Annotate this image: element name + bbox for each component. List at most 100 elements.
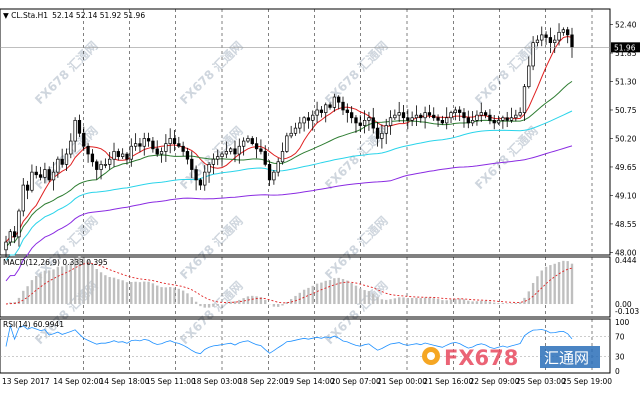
candle-body [276, 161, 280, 173]
candle-body [285, 135, 289, 152]
candle [103, 158, 108, 169]
candlestick-series[interactable] [4, 23, 574, 257]
candle [155, 140, 159, 157]
candle [371, 107, 375, 134]
candle [220, 151, 224, 166]
candle-body [216, 156, 220, 160]
candle-body [254, 143, 259, 150]
candle [397, 101, 401, 122]
candle [324, 102, 328, 123]
candle [25, 180, 30, 200]
candle [419, 113, 423, 123]
candle [544, 31, 548, 45]
candle [60, 148, 64, 168]
watermark-text: FX678 汇通网 [177, 38, 246, 107]
candle-body [194, 169, 198, 181]
price-tick-label: 51.30 [615, 78, 637, 87]
candle [414, 105, 419, 127]
candle-body [514, 114, 518, 119]
watermark-text: FX678 汇通网 [32, 38, 101, 107]
candle-body [246, 138, 250, 142]
candle-body [540, 34, 544, 41]
candle [8, 229, 12, 246]
candle [99, 160, 103, 180]
candle-body [445, 117, 449, 124]
candle [367, 111, 371, 131]
macd-signal-line [5, 262, 573, 305]
watermark-text: FX678 汇通网 [472, 123, 541, 192]
candle [527, 56, 531, 89]
price-panel[interactable]: ▼ CL.Sta.H1 52.14 52.14 51.92 51.96 [0, 8, 611, 282]
candle-body [414, 114, 419, 119]
candle [224, 141, 228, 159]
candle [453, 106, 457, 121]
candle-body [544, 34, 548, 38]
candle [319, 105, 324, 118]
candle-body [64, 153, 69, 165]
candle-body [298, 122, 302, 129]
candle [142, 132, 146, 156]
candle-body [280, 151, 285, 163]
candle-body [553, 39, 557, 44]
macd-panel[interactable]: MACD(12,26,9) 0.333 0.395 [0, 256, 611, 318]
candle [548, 27, 553, 54]
candle [423, 106, 427, 129]
candle [522, 83, 527, 121]
time-axis-label: 21 Sep 16:00 [423, 377, 473, 386]
candle [388, 110, 393, 135]
candle [505, 111, 509, 128]
candle-body [25, 184, 30, 191]
candle [427, 104, 432, 119]
candle [384, 118, 388, 145]
candle [466, 110, 470, 129]
macd-tick-label: 0.00 [615, 300, 632, 309]
candle [267, 160, 272, 187]
candle [64, 148, 69, 172]
candle [38, 166, 43, 181]
price-grid [83, 9, 593, 255]
candle [198, 178, 203, 190]
candle [535, 35, 540, 47]
candle-body [229, 148, 233, 152]
dropdown-arrow-icon[interactable]: ▼ [3, 11, 11, 20]
candle-body [8, 231, 12, 243]
candle [216, 149, 220, 166]
candle [241, 137, 246, 156]
candle [164, 134, 168, 163]
candle-body [367, 117, 371, 121]
candle-body [108, 158, 112, 165]
candle-body [90, 153, 95, 163]
candle-body [155, 148, 159, 155]
candle [393, 109, 397, 121]
brand-logo: FX678 汇通网 [422, 346, 600, 370]
candle [475, 110, 479, 126]
candle [540, 26, 544, 47]
candle-body [397, 112, 401, 116]
candle [332, 93, 337, 112]
candle-body [509, 117, 514, 121]
candle [518, 107, 522, 118]
candle-body [350, 112, 354, 119]
price-axis: 52.40 51.85 51.30 50.75 50.20 49.65 49.10 48.55… [610, 21, 637, 257]
rsi-tick-label: 100 [615, 318, 630, 327]
candle-body [86, 145, 90, 155]
candle [479, 102, 483, 123]
candle-body [458, 109, 462, 113]
candle [561, 27, 566, 36]
candle [557, 23, 561, 46]
candle [237, 138, 241, 164]
candle [121, 148, 125, 159]
candle-body [358, 122, 362, 126]
candle [95, 159, 99, 180]
candle-body [375, 127, 380, 139]
time-axis-label: 20 Sep 07:00 [331, 377, 381, 386]
candle [133, 133, 138, 151]
ma-very-long-line [5, 145, 573, 282]
rsi-panel[interactable]: RSI(14) 60.9941 [0, 318, 611, 374]
candle [159, 147, 164, 163]
candle-body [17, 210, 21, 238]
candle-body [436, 117, 440, 121]
rsi-line [5, 324, 573, 355]
candle [43, 162, 47, 184]
